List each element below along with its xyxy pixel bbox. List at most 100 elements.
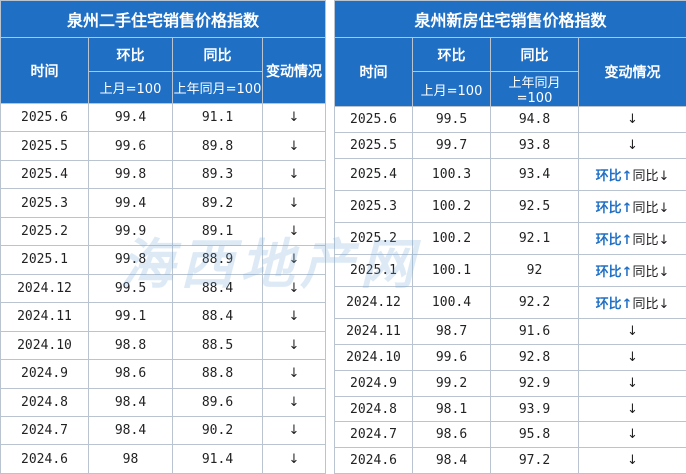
mom-cell: 98.8 <box>88 330 173 361</box>
date-cell: 2024.6 <box>0 444 89 474</box>
change-cell: ↓ <box>261 159 327 190</box>
change-part: ↓ <box>627 350 638 366</box>
table: 泉州新房住宅销售价格指数 时间 环比 同比 变动情况 上月=100 上年同月=100 2025… <box>333 0 686 474</box>
change-part: ↓ <box>288 110 300 126</box>
change-part: 同比 <box>632 168 659 184</box>
date-cell: 2025.3 <box>334 189 413 223</box>
change-cell: ↓ <box>577 106 686 133</box>
date-cell: 2025.1 <box>0 245 89 275</box>
data-row: 2024.9 99.2 92.9 ↓ <box>334 369 686 397</box>
yoy-cell: 92 <box>490 254 579 288</box>
mom-cell: 100.4 <box>412 286 491 320</box>
mom-cell: 99.4 <box>88 188 173 218</box>
data-row: 2024.8 98.1 93.9 ↓ <box>334 395 686 423</box>
change-part: ↑ <box>621 168 633 184</box>
mom-cell: 98 <box>88 444 173 474</box>
mom-cell: 99.6 <box>412 344 491 371</box>
mom-cell: 99.8 <box>88 245 173 275</box>
header-sub: 上月=100 <box>88 71 173 104</box>
change-part: ↓ <box>288 451 300 467</box>
change-cell: ↓ <box>261 387 327 417</box>
date-cell: 2024.7 <box>334 421 413 449</box>
header-row: 上月=100 上年同月=100 <box>1 71 326 104</box>
change-part: 环比 <box>595 232 622 248</box>
table-title: 泉州新房住宅销售价格指数 <box>333 0 686 38</box>
change-cell: ↓ <box>261 273 327 304</box>
data-row: 2024.12 99.5 88.4 ↓ <box>0 273 327 304</box>
change-cell: 环比↑同比↓ <box>577 189 686 223</box>
change-part: ↓ <box>658 200 670 216</box>
change-cell: 环比↑同比↓ <box>577 254 686 288</box>
header-cell: 变动情况 <box>261 37 327 104</box>
change-part: 环比 <box>595 265 622 281</box>
date-cell: 2024.10 <box>334 344 413 371</box>
yoy-cell: 91.1 <box>172 102 263 133</box>
change-part: ↓ <box>627 137 638 153</box>
change-part: ↑ <box>621 232 633 248</box>
change-cell: ↓ <box>261 131 327 161</box>
table: 泉州二手住宅销售价格指数 时间 环比 同比 变动情况 上月=100 上年同月=100 2025… <box>0 0 327 474</box>
header-cell: 环比 <box>88 37 173 72</box>
yoy-cell: 88.5 <box>172 330 263 361</box>
mom-cell: 99.9 <box>88 216 173 247</box>
data-row: 2024.10 98.8 88.5 ↓ <box>0 330 327 361</box>
yoy-cell: 89.8 <box>172 131 263 161</box>
change-part: ↓ <box>627 427 638 443</box>
yoy-cell: 92.9 <box>490 369 579 397</box>
change-part: ↓ <box>627 375 638 391</box>
mom-cell: 98.4 <box>412 447 491 474</box>
change-part: ↓ <box>627 111 638 127</box>
data-row: 2024.12 100.4 92.2 环比↑同比↓ <box>334 286 686 320</box>
data-row: 2025.4 99.8 89.3 ↓ <box>0 159 327 190</box>
change-part: ↑ <box>621 200 633 216</box>
change-part: ↓ <box>288 138 300 154</box>
header-sub: 上年同月=100 <box>490 71 579 107</box>
yoy-cell: 89.2 <box>172 188 263 218</box>
header-cell: 环比 <box>412 37 491 72</box>
yoy-cell: 93.9 <box>490 395 579 423</box>
mom-cell: 99.5 <box>88 273 173 304</box>
data-row: 2025.5 99.6 89.8 ↓ <box>0 131 327 161</box>
date-cell: 2025.4 <box>334 157 413 191</box>
change-part: ↓ <box>627 324 638 340</box>
mom-cell: 100.1 <box>412 254 491 288</box>
data-row: 2024.7 98.4 90.2 ↓ <box>0 415 327 446</box>
data-row: 2025.6 99.5 94.8 ↓ <box>334 106 686 133</box>
mom-cell: 99.4 <box>88 102 173 133</box>
mom-cell: 99.2 <box>412 369 491 397</box>
title-row: 泉州新房住宅销售价格指数 <box>333 0 686 38</box>
mom-cell: 98.1 <box>412 395 491 423</box>
change-part: ↓ <box>288 366 300 382</box>
yoy-cell: 93.4 <box>490 157 579 191</box>
date-cell: 2025.2 <box>334 221 413 256</box>
date-cell: 2025.5 <box>334 131 413 159</box>
mom-cell: 100.2 <box>412 221 491 256</box>
change-part: ↓ <box>658 168 670 184</box>
data-row: 2024.8 98.4 89.6 ↓ <box>0 387 327 417</box>
data-row: 2025.2 99.9 89.1 ↓ <box>0 216 327 247</box>
change-cell: ↓ <box>261 330 327 361</box>
date-cell: 2025.1 <box>334 254 413 288</box>
change-cell: ↓ <box>261 415 327 446</box>
date-cell: 2025.4 <box>0 159 89 190</box>
yoy-cell: 92.8 <box>490 344 579 371</box>
change-cell: ↓ <box>577 395 686 423</box>
date-cell: 2024.9 <box>334 369 413 397</box>
date-cell: 2024.9 <box>0 359 89 389</box>
date-cell: 2025.6 <box>334 106 413 133</box>
change-cell: 环比↑同比↓ <box>577 157 686 191</box>
yoy-cell: 92.2 <box>490 286 579 320</box>
change-cell: ↓ <box>261 216 327 247</box>
yoy-cell: 93.8 <box>490 131 579 159</box>
yoy-cell: 89.3 <box>172 159 263 190</box>
change-part: ↓ <box>288 423 300 439</box>
date-cell: 2024.11 <box>0 302 89 332</box>
change-part: 同比 <box>632 265 659 281</box>
data-row: 2025.3 99.4 89.2 ↓ <box>0 188 327 218</box>
table-left: 泉州二手住宅销售价格指数 时间 环比 同比 变动情况 上月=100 上年同月=100 2025… <box>0 0 327 474</box>
date-cell: 2024.12 <box>334 286 413 320</box>
yoy-cell: 91.4 <box>172 444 263 474</box>
change-part: ↓ <box>658 265 670 281</box>
yoy-cell: 97.2 <box>490 447 579 474</box>
